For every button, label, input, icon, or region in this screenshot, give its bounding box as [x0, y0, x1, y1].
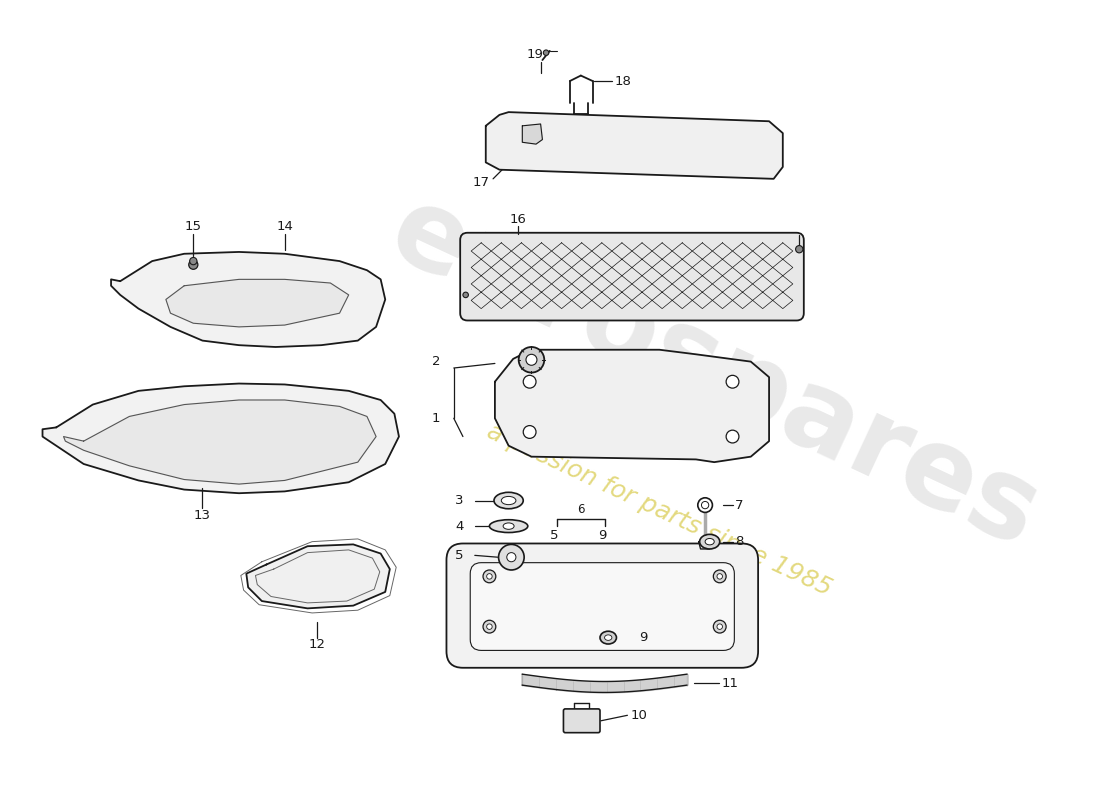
Circle shape	[463, 292, 469, 298]
Text: 5: 5	[550, 529, 559, 542]
Polygon shape	[111, 252, 385, 347]
Ellipse shape	[503, 523, 514, 530]
Circle shape	[498, 544, 524, 570]
Polygon shape	[64, 400, 376, 484]
Circle shape	[717, 574, 723, 579]
Text: 5: 5	[455, 549, 464, 562]
Ellipse shape	[600, 631, 616, 644]
Text: 18: 18	[615, 74, 631, 87]
Circle shape	[483, 570, 496, 582]
Circle shape	[702, 502, 708, 509]
Circle shape	[486, 574, 492, 579]
Circle shape	[713, 570, 726, 582]
Text: 10: 10	[630, 709, 647, 722]
Polygon shape	[486, 112, 783, 179]
Text: eurospares: eurospares	[373, 175, 1055, 570]
FancyBboxPatch shape	[447, 543, 758, 668]
Circle shape	[483, 620, 496, 633]
Text: 2: 2	[431, 355, 440, 368]
Circle shape	[524, 375, 536, 388]
Polygon shape	[522, 124, 542, 144]
Ellipse shape	[502, 497, 516, 505]
Text: 9: 9	[598, 529, 607, 542]
Polygon shape	[166, 279, 349, 327]
Polygon shape	[246, 544, 389, 608]
Text: 16: 16	[509, 213, 526, 226]
Polygon shape	[698, 542, 712, 549]
Ellipse shape	[700, 534, 719, 549]
Text: 7: 7	[735, 498, 744, 512]
Circle shape	[795, 246, 803, 253]
Circle shape	[543, 50, 549, 55]
Text: a passion for parts since 1985: a passion for parts since 1985	[483, 419, 836, 600]
Ellipse shape	[490, 520, 528, 533]
Text: 8: 8	[735, 535, 744, 548]
Circle shape	[726, 375, 739, 388]
Circle shape	[526, 354, 537, 366]
Circle shape	[519, 347, 544, 373]
Circle shape	[726, 430, 739, 443]
Text: 9: 9	[639, 631, 648, 644]
Text: 3: 3	[455, 494, 464, 507]
Ellipse shape	[494, 492, 524, 509]
FancyBboxPatch shape	[460, 233, 804, 321]
Circle shape	[524, 426, 536, 438]
Circle shape	[507, 553, 516, 562]
Text: 4: 4	[455, 520, 464, 533]
Circle shape	[713, 620, 726, 633]
Ellipse shape	[705, 538, 714, 545]
Circle shape	[189, 260, 198, 270]
Polygon shape	[43, 383, 399, 494]
FancyBboxPatch shape	[470, 562, 735, 650]
Polygon shape	[495, 350, 769, 462]
Text: 1: 1	[431, 412, 440, 425]
Text: 6: 6	[578, 503, 584, 516]
Text: 15: 15	[185, 220, 201, 233]
Text: 12: 12	[308, 638, 326, 651]
Text: 13: 13	[194, 509, 211, 522]
FancyBboxPatch shape	[563, 709, 600, 733]
Ellipse shape	[605, 635, 612, 640]
Circle shape	[717, 624, 723, 630]
Circle shape	[697, 498, 713, 513]
Circle shape	[189, 258, 197, 265]
Text: 14: 14	[276, 220, 293, 233]
Circle shape	[486, 624, 492, 630]
Text: 17: 17	[472, 176, 490, 189]
Text: 11: 11	[722, 677, 738, 690]
Text: 19: 19	[527, 48, 543, 61]
